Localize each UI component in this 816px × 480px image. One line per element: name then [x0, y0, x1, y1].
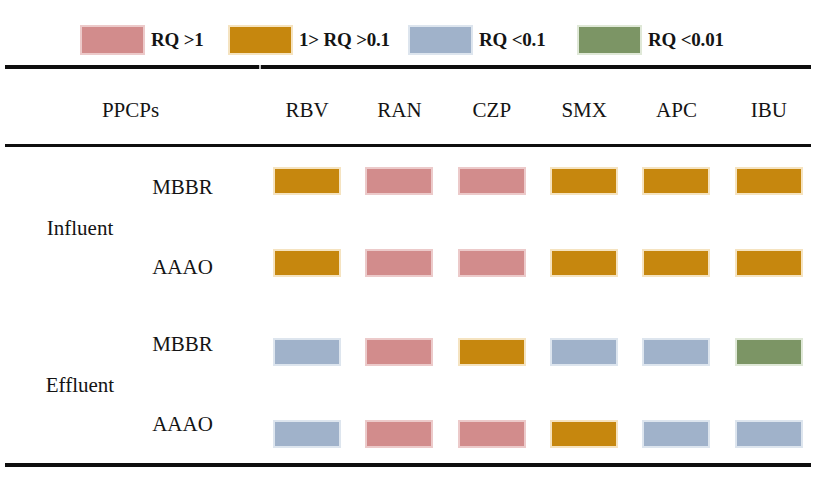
table-cell [538, 249, 630, 277]
table-cell [261, 338, 353, 366]
legend-item-rq-lt-001: RQ <0.01 [577, 25, 724, 55]
table-cell [353, 420, 445, 448]
treatment-label-effluent-mbbr: MBBR [115, 329, 250, 359]
table-cell [538, 167, 630, 195]
rq-swatch [273, 167, 341, 195]
table-row-effluent-mbbr [261, 338, 815, 366]
group-label-effluent: Effluent [10, 370, 150, 400]
table-cell [446, 338, 538, 366]
table-cell [538, 338, 630, 366]
legend-label: RQ <0.1 [479, 29, 545, 51]
group-label-influent: Influent [10, 213, 150, 243]
rq-swatch [550, 167, 618, 195]
table-cell [446, 249, 538, 277]
column-header-czp: CZP [446, 95, 538, 125]
bottom-rule [5, 463, 811, 467]
rq-swatch [458, 249, 526, 277]
legend-item-rq-mid: 1> RQ >0.1 [228, 25, 390, 55]
row-header-ppcps: PPCPs [0, 95, 261, 125]
rq-swatch [642, 338, 710, 366]
table-cell [446, 420, 538, 448]
table-cell [723, 167, 815, 195]
rq-swatch [458, 167, 526, 195]
table-cell [353, 249, 445, 277]
legend-swatch-rq-lt-01 [408, 25, 473, 55]
column-header-apc: APC [630, 95, 722, 125]
rq-swatch [735, 420, 803, 448]
table-cell [723, 338, 815, 366]
column-header-ran: RAN [353, 95, 445, 125]
rq-swatch [642, 249, 710, 277]
rq-swatch [735, 249, 803, 277]
legend-label: 1> RQ >0.1 [299, 29, 390, 51]
table-cell [630, 249, 722, 277]
rq-swatch [735, 167, 803, 195]
table-cell [723, 420, 815, 448]
column-header-smx: SMX [538, 95, 630, 125]
legend-swatch-rq-gt-1 [80, 25, 145, 55]
treatment-label-effluent-aaao: AAAO [115, 409, 250, 439]
rule-seam [259, 65, 261, 69]
table-row-influent-aaao [261, 249, 815, 277]
rq-swatch [550, 338, 618, 366]
legend-label: RQ <0.01 [648, 29, 724, 51]
legend-divider-rule [5, 65, 811, 69]
table-row-effluent-aaao [261, 420, 815, 448]
table-cell [630, 420, 722, 448]
rq-heatmap-figure: RQ >1 1> RQ >0.1 RQ <0.1 RQ <0.01 PPCPs … [0, 0, 816, 480]
table-cell [446, 167, 538, 195]
treatment-label-influent-mbbr: MBBR [115, 172, 250, 202]
rq-swatch [735, 338, 803, 366]
rq-swatch [642, 420, 710, 448]
table-row-influent-mbbr [261, 167, 815, 195]
rq-swatch [458, 338, 526, 366]
table-cell [723, 249, 815, 277]
table-cell [538, 420, 630, 448]
legend-label: RQ >1 [151, 29, 204, 51]
legend-swatch-rq-mid [228, 25, 293, 55]
column-headers: RBV RAN CZP SMX APC IBU [261, 95, 815, 125]
rq-swatch [273, 420, 341, 448]
rq-swatch [365, 167, 433, 195]
legend-item-rq-gt-1: RQ >1 [80, 25, 204, 55]
column-header-ibu: IBU [723, 95, 815, 125]
table-cell [630, 167, 722, 195]
rq-swatch [273, 249, 341, 277]
table-cell [261, 420, 353, 448]
rq-swatch [365, 249, 433, 277]
rq-swatch [642, 167, 710, 195]
rq-swatch [273, 338, 341, 366]
rq-swatch [458, 420, 526, 448]
table-cell [353, 338, 445, 366]
rq-swatch [550, 249, 618, 277]
table-cell [261, 167, 353, 195]
rq-swatch [365, 338, 433, 366]
rq-swatch [550, 420, 618, 448]
table-cell [261, 249, 353, 277]
table-cell [630, 338, 722, 366]
rq-swatch [365, 420, 433, 448]
treatment-label-influent-aaao: AAAO [115, 252, 250, 282]
table-cell [353, 167, 445, 195]
column-header-rbv: RBV [261, 95, 353, 125]
header-divider-rule [5, 144, 811, 147]
legend-item-rq-lt-01: RQ <0.1 [408, 25, 545, 55]
legend-swatch-rq-lt-001 [577, 25, 642, 55]
